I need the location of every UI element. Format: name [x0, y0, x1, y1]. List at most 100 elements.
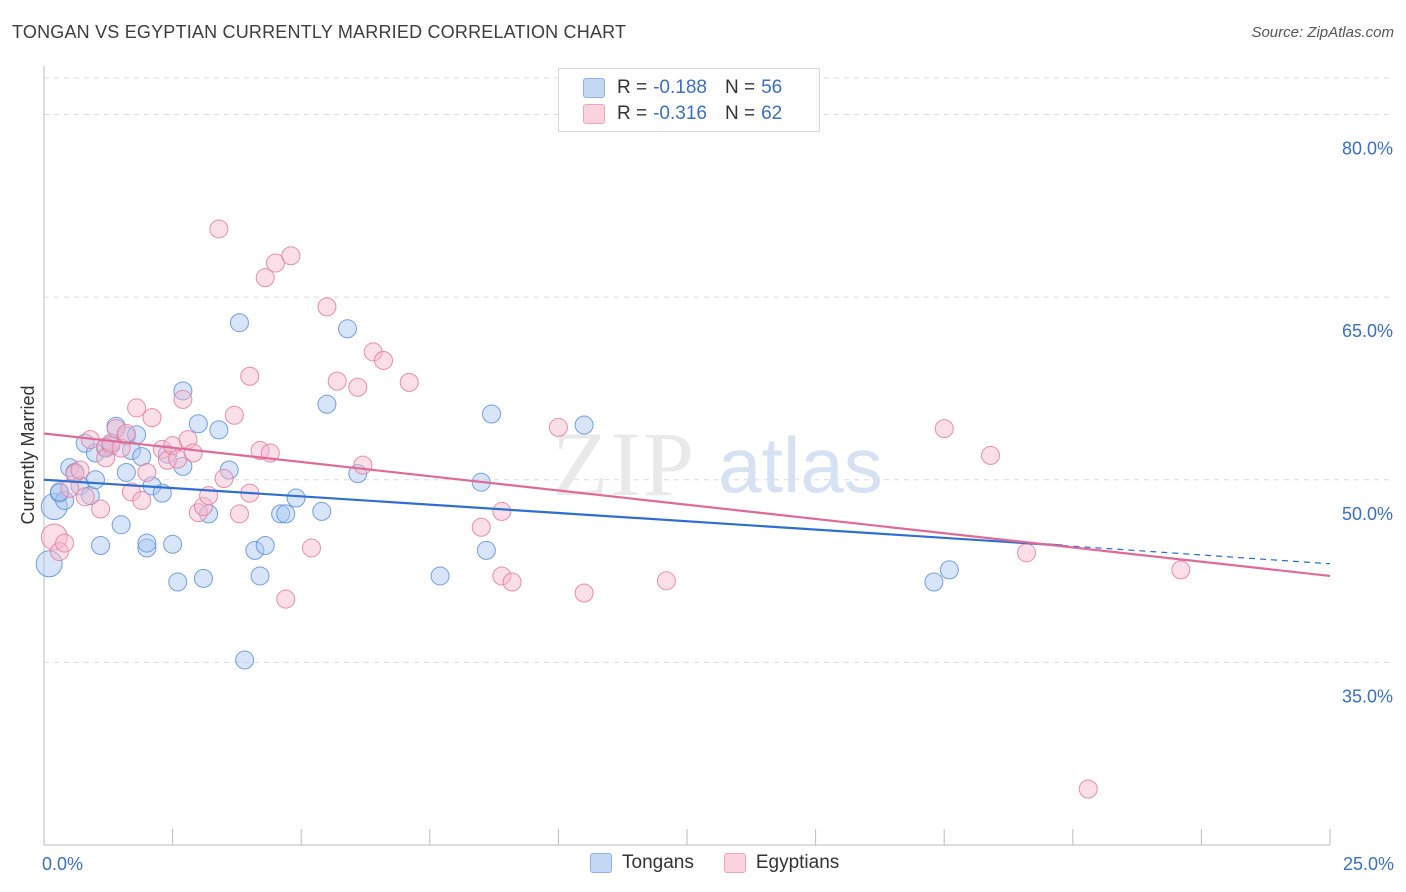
point-egyptians — [471, 517, 491, 537]
point-tongans — [132, 447, 152, 467]
point-egyptians — [137, 462, 157, 482]
point-egyptians — [492, 566, 512, 586]
legend-label-egyptians: Egyptians — [755, 852, 840, 873]
legend-label-tongans: Tongans — [622, 852, 694, 873]
stats-legend: R = -0.188 N = 56 R = -0.316 N = 62 — [558, 68, 820, 132]
point-tongans — [163, 534, 183, 554]
legend-item-egyptians[interactable]: Egyptians — [723, 852, 840, 874]
point-tongans — [35, 550, 63, 578]
source-label: Source: ZipAtlas.com — [1251, 24, 1394, 41]
point-egyptians — [934, 419, 954, 439]
point-tongans — [430, 566, 450, 586]
point-egyptians — [980, 445, 1000, 465]
legend-swatch-tongans — [583, 78, 605, 98]
point-egyptians — [106, 419, 126, 439]
point-egyptians — [142, 408, 162, 428]
point-tongans — [209, 420, 229, 440]
x-tick-label-max: 25.0% — [1343, 854, 1394, 874]
point-egyptians — [229, 504, 249, 524]
y-tick-label: 50.0% — [1342, 504, 1393, 524]
y-tick-label: 80.0% — [1342, 139, 1393, 159]
point-egyptians — [548, 417, 568, 437]
legend-n-label: N = — [724, 103, 756, 124]
watermark: ZIP atlas — [552, 413, 883, 515]
point-egyptians — [40, 523, 68, 551]
point-tongans — [276, 504, 296, 524]
legend-r-label: R = — [617, 77, 648, 98]
point-egyptians — [193, 497, 213, 517]
legend-swatch-egyptians — [583, 104, 605, 124]
point-tongans — [286, 488, 306, 508]
point-tongans — [924, 572, 944, 592]
point-egyptians — [91, 499, 111, 519]
point-egyptians — [281, 246, 301, 266]
point-egyptians — [399, 372, 419, 392]
trend-line-egyptians — [43, 432, 1331, 578]
point-tongans — [574, 415, 594, 435]
legend-swatch-tongans — [590, 853, 612, 873]
legend-swatch-egyptians — [723, 853, 746, 873]
trend-lines — [43, 432, 1331, 578]
point-tongans — [476, 540, 496, 560]
point-egyptians — [255, 268, 275, 288]
point-tongans — [250, 566, 270, 586]
point-egyptians — [209, 219, 229, 239]
point-tongans — [229, 313, 249, 333]
point-tongans — [312, 501, 332, 521]
legend-n-label: N = — [724, 77, 756, 98]
point-egyptians — [574, 583, 594, 603]
legend-row-egyptians: R = -0.316 N = 62 — [583, 101, 782, 127]
point-egyptians — [101, 433, 121, 453]
point-egyptians — [152, 439, 172, 459]
point-egyptians — [502, 572, 522, 592]
point-egyptians — [214, 469, 234, 489]
point-egyptians — [1017, 543, 1037, 563]
point-tongans — [337, 319, 357, 339]
legend-item-tongans[interactable]: Tongans — [590, 852, 694, 874]
point-egyptians — [224, 405, 244, 425]
y-axis-label: Currently Married — [18, 385, 38, 524]
point-egyptians — [492, 501, 512, 521]
point-tongans — [85, 470, 105, 490]
point-tongans — [939, 560, 959, 580]
point-egyptians — [55, 533, 75, 553]
point-tongans — [193, 568, 213, 588]
point-tongans — [116, 462, 136, 482]
point-egyptians — [132, 490, 152, 510]
point-tongans — [137, 533, 157, 553]
point-tongans — [317, 394, 337, 414]
point-egyptians — [96, 448, 116, 468]
point-tongans — [91, 536, 111, 556]
point-tongans — [235, 650, 255, 670]
point-tongans — [188, 414, 208, 434]
point-tongans — [111, 515, 131, 535]
point-tongans — [137, 538, 157, 558]
axes — [43, 66, 1331, 846]
point-tongans — [482, 404, 502, 424]
point-egyptians — [353, 455, 373, 475]
point-tongans — [255, 536, 275, 556]
watermark-atlas: atlas — [718, 421, 883, 509]
legend-n-value-egyptians: 62 — [761, 103, 783, 124]
point-tongans — [40, 493, 68, 521]
point-egyptians — [327, 371, 347, 391]
y-tick-label: 35.0% — [1342, 686, 1393, 706]
point-egyptians — [374, 350, 394, 370]
point-tongans — [168, 572, 188, 592]
point-egyptians — [173, 389, 193, 409]
point-egyptians — [1171, 560, 1191, 580]
point-egyptians — [96, 437, 116, 457]
legend-r-value-tongans: -0.188 — [653, 77, 707, 98]
tick-labels: 35.0% 50.0% 65.0% 80.0% 0.0% 25.0% — [42, 139, 1394, 874]
point-egyptians — [265, 253, 285, 273]
legend-row-tongans: R = -0.188 N = 56 — [583, 75, 782, 101]
point-egyptians — [348, 377, 368, 397]
point-egyptians — [188, 503, 208, 523]
trend-line-dashed-tongans — [1062, 544, 1331, 565]
point-tongans — [49, 482, 69, 502]
point-egyptians — [127, 398, 147, 418]
point-egyptians — [183, 443, 203, 463]
point-egyptians — [317, 297, 337, 317]
y-tick-label: 65.0% — [1342, 321, 1393, 341]
